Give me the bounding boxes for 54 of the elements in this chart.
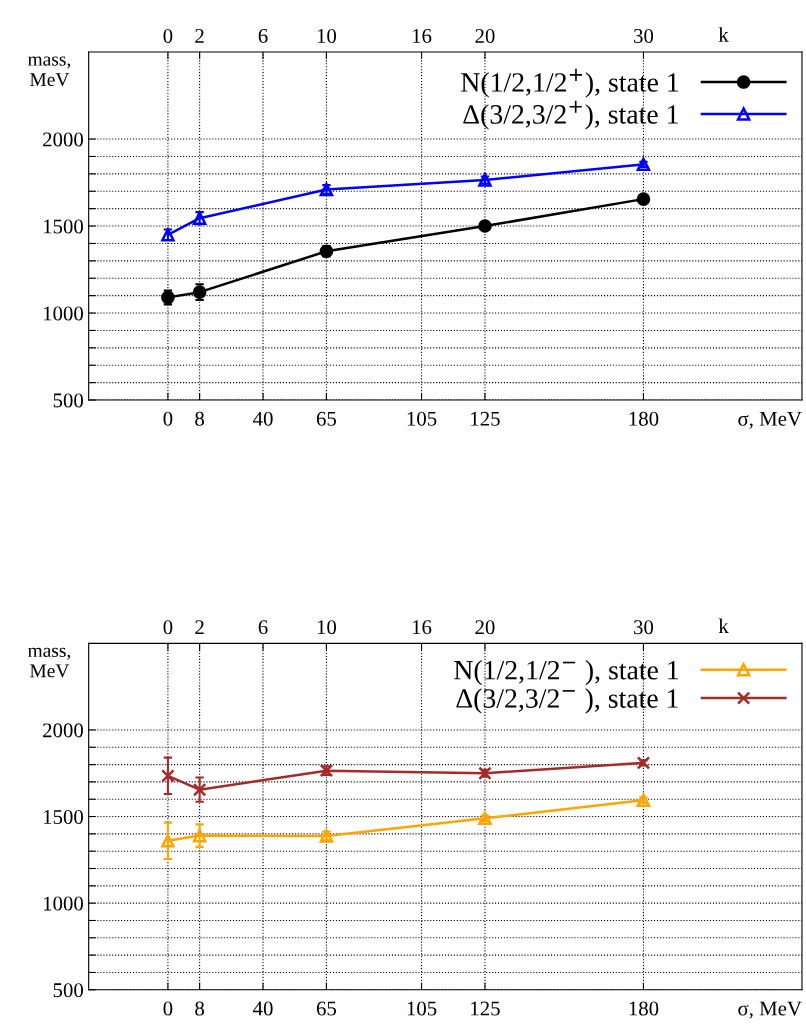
point [192, 782, 207, 797]
x-axis-title: k [718, 27, 729, 42]
text: 105 [407, 1001, 437, 1016]
x-tick-label: 10 [317, 620, 337, 635]
x-tick-label: 6 [258, 620, 268, 635]
text: 8 [195, 411, 205, 426]
y-axis-title: mass, MeV [27, 647, 71, 678]
legend-label: N(1/2,1/2$^{+}$), state 1 [461, 68, 679, 98]
y-axis-title: mass, MeV [27, 56, 71, 87]
x-tick-label: 16 [412, 620, 432, 635]
point [161, 769, 175, 783]
x-tick-label: 30 [634, 28, 654, 43]
x-tick-label: 20 [475, 620, 495, 635]
text: 180 [629, 1001, 659, 1016]
text: 125 [471, 411, 500, 426]
point [192, 828, 207, 843]
point [478, 811, 492, 826]
text: 0 [163, 1001, 173, 1016]
text: 125 [471, 1001, 500, 1016]
x-tick-label: 20 [475, 28, 495, 43]
y-tick-label: 1500 [43, 809, 83, 824]
x-tick-label: 30 [634, 620, 654, 635]
y-tick-label: 2000 [43, 723, 83, 738]
legend-label: Δ(3/2,3/2$^{+}$), state 1 [463, 100, 678, 130]
x-tick-label: 0 [163, 28, 173, 43]
x-tick-label: 6 [258, 28, 268, 43]
text: 65 [316, 1001, 337, 1016]
text: 105 [407, 411, 437, 426]
y-tick-label: 1000 [43, 896, 83, 911]
y-tick-label: 500 [53, 983, 83, 998]
y-tick-label: 1000 [43, 306, 83, 321]
text: 180 [629, 411, 659, 426]
point [636, 192, 651, 206]
point [478, 219, 492, 233]
point [636, 157, 651, 172]
legend-label: Δ(3/2,3/2$^{−}$ ), state 1 [456, 688, 678, 714]
point [161, 834, 175, 848]
text: 8 [195, 1001, 205, 1016]
text: 40 [253, 411, 273, 426]
x-tick-label: 0 [163, 620, 173, 635]
text: 40 [253, 1001, 273, 1016]
y-tick-label: 2000 [43, 132, 83, 147]
y-tick-label: 1500 [43, 219, 83, 234]
x-tick-label: 2 [195, 28, 204, 43]
text: 65 [316, 411, 337, 426]
x-tick-label: 16 [412, 28, 432, 43]
legend-label: N(1/2,1/2$^{−}$ ), state 1 [454, 660, 679, 686]
x-tick-label: 10 [317, 28, 337, 43]
x-axis-title: k [718, 618, 729, 633]
text: 0 [163, 411, 173, 426]
x-tick-label: 2 [195, 620, 204, 635]
y-tick-label: 500 [53, 393, 83, 408]
text: σ, MeV [738, 1001, 802, 1019]
text: σ, MeV [738, 411, 802, 429]
